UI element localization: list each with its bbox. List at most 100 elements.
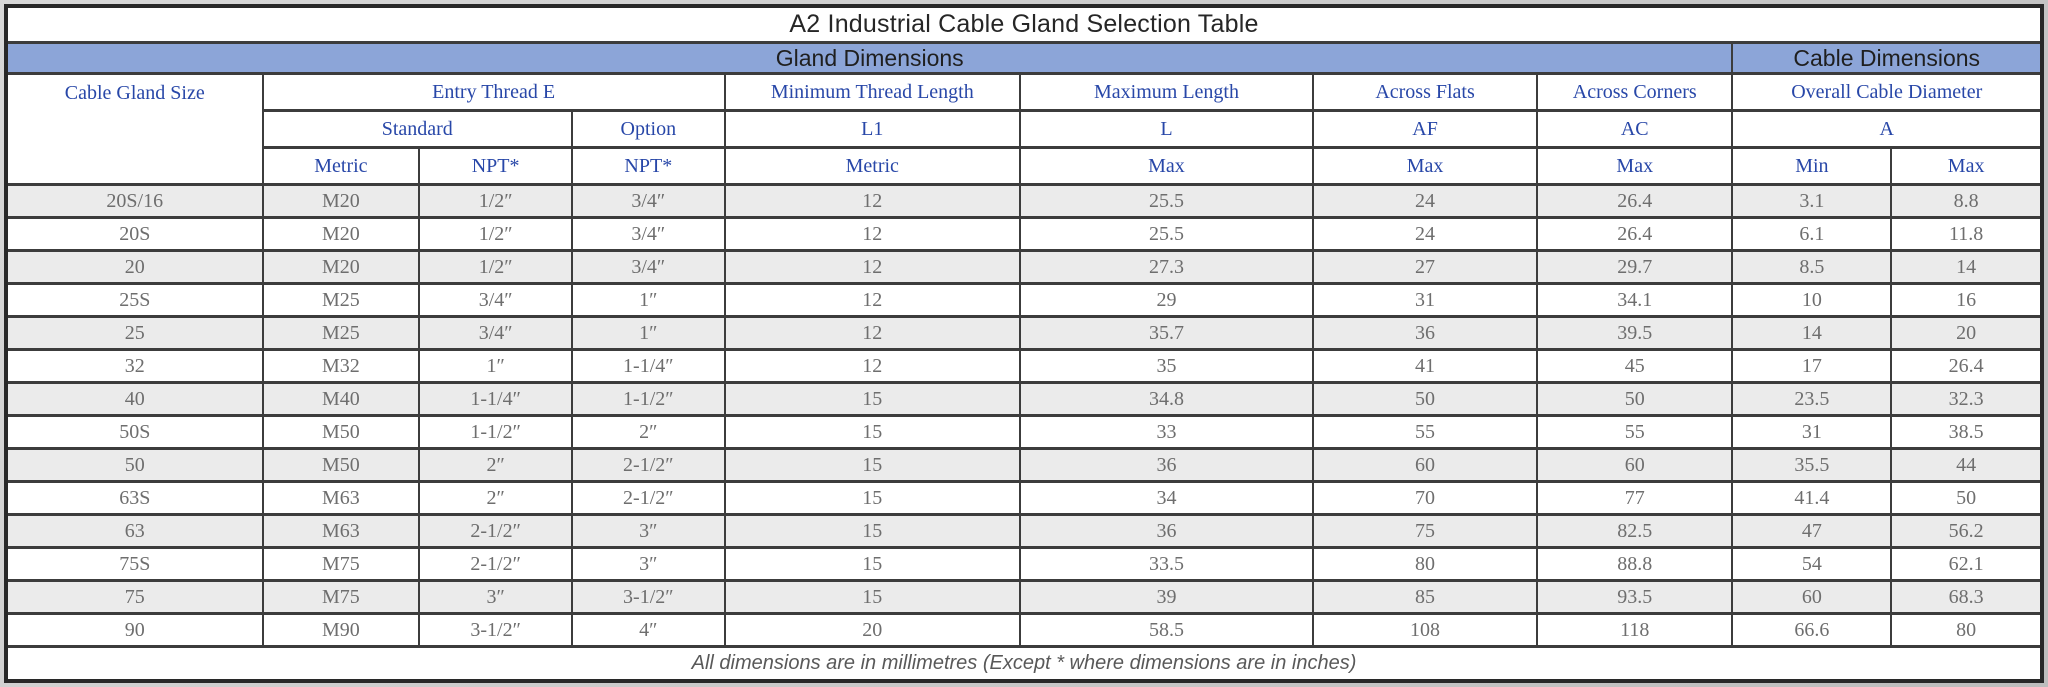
cell-af: 36 — [1312, 315, 1539, 351]
cell-metric: M75 — [261, 546, 421, 582]
cell-ac: 88.8 — [1536, 546, 1734, 582]
cell-l: 39 — [1018, 579, 1315, 615]
header-maximum-length: Maximum Length — [1018, 72, 1315, 112]
cell-a-max: 68.3 — [1890, 579, 2043, 615]
cell-l1: 15 — [723, 381, 1021, 417]
cell-af: 50 — [1312, 381, 1539, 417]
cell-a-min: 17 — [1731, 348, 1893, 384]
cell-l1: 12 — [723, 315, 1021, 351]
header-a: A — [1731, 109, 2043, 149]
table-row: 32 M32 1″ 1-1/4″ 12 35 41 45 17 26.4 — [5, 348, 2043, 384]
cell-af: 85 — [1312, 579, 1539, 615]
table-row: 40 M40 1-1/4″ 1-1/2″ 15 34.8 50 50 23.5 … — [5, 381, 2043, 417]
header-option: Option — [570, 109, 726, 149]
cell-a-min: 66.6 — [1731, 612, 1893, 648]
header-npt-std: NPT* — [418, 146, 573, 186]
header-min-a: Min — [1731, 146, 1893, 186]
table-row: 63 M63 2-1/2″ 3″ 15 36 75 82.5 47 56.2 — [5, 513, 2043, 549]
cell-npt-std: 3/4″ — [418, 282, 573, 318]
cell-metric: M63 — [261, 480, 421, 516]
header-across-corners: Across Corners — [1536, 72, 1734, 112]
header-across-flats: Across Flats — [1312, 72, 1539, 112]
cell-npt-opt: 1-1/4″ — [570, 348, 726, 384]
header-npt-option: NPT* — [570, 146, 726, 186]
cell-size: 75S — [5, 546, 264, 582]
cell-ac: 26.4 — [1536, 183, 1734, 219]
group-band-row: Gland Dimensions Cable Dimensions — [4, 41, 2043, 75]
cell-l: 27.3 — [1018, 249, 1315, 285]
cell-ac: 50 — [1536, 381, 1734, 417]
cell-a-max: 14 — [1890, 249, 2043, 285]
cell-npt-opt: 3/4″ — [570, 249, 726, 285]
footnote: All dimensions are in millimetres (Excep… — [5, 645, 2043, 683]
cell-l: 35 — [1018, 348, 1315, 384]
header-max-af: Max — [1312, 146, 1539, 186]
cell-npt-std: 1/2″ — [418, 183, 573, 219]
cell-ac: 118 — [1536, 612, 1734, 648]
cell-metric: M63 — [261, 513, 421, 549]
table-row: 50 M50 2″ 2-1/2″ 15 36 60 60 35.5 44 — [5, 447, 2043, 483]
cell-metric: M20 — [261, 249, 421, 285]
cell-npt-std: 3-1/2″ — [418, 612, 573, 648]
cell-metric: M25 — [261, 315, 421, 351]
cell-l1: 15 — [723, 414, 1021, 450]
cell-l1: 15 — [723, 480, 1021, 516]
cell-l1: 15 — [723, 579, 1021, 615]
title-row: A2 Industrial Cable Gland Selection Tabl… — [5, 4, 2043, 44]
table-row: 20 M20 1/2″ 3/4″ 12 27.3 27 29.7 8.5 14 — [5, 249, 2043, 285]
cell-ac: 55 — [1536, 414, 1734, 450]
cell-npt-opt: 3″ — [570, 513, 726, 549]
cell-a-min: 47 — [1731, 513, 1893, 549]
cell-a-max: 50 — [1890, 480, 2043, 516]
cell-l: 35.7 — [1018, 315, 1315, 351]
cell-ac: 29.7 — [1536, 249, 1734, 285]
cell-l1: 12 — [723, 216, 1021, 252]
cell-ac: 93.5 — [1536, 579, 1734, 615]
cell-size: 32 — [5, 348, 264, 384]
cell-ac: 39.5 — [1536, 315, 1734, 351]
cell-npt-opt: 3/4″ — [570, 216, 726, 252]
cell-size: 20S — [5, 216, 264, 252]
cell-a-min: 23.5 — [1731, 381, 1893, 417]
cell-npt-std: 2″ — [418, 447, 573, 483]
cell-a-min: 10 — [1731, 282, 1893, 318]
cell-a-max: 56.2 — [1890, 513, 2043, 549]
cell-l1: 12 — [723, 348, 1021, 384]
cell-a-max: 80 — [1890, 612, 2043, 648]
cell-af: 80 — [1312, 546, 1539, 582]
table-row: 50S M50 1-1/2″ 2″ 15 33 55 55 31 38.5 — [5, 414, 2043, 450]
cell-af: 55 — [1312, 414, 1539, 450]
cell-a-max: 26.4 — [1890, 348, 2043, 384]
cell-l1: 12 — [723, 282, 1021, 318]
cell-npt-std: 2-1/2″ — [418, 546, 573, 582]
table-row: 25 M25 3/4″ 1″ 12 35.7 36 39.5 14 20 — [5, 315, 2043, 351]
header-l1: L1 — [723, 109, 1021, 149]
cell-a-min: 14 — [1731, 315, 1893, 351]
cell-a-min: 6.1 — [1731, 216, 1893, 252]
cell-a-max: 20 — [1890, 315, 2043, 351]
cell-npt-std: 3″ — [418, 579, 573, 615]
cell-l: 25.5 — [1018, 216, 1315, 252]
cell-a-min: 60 — [1731, 579, 1893, 615]
header-metric-l1: Metric — [723, 146, 1021, 186]
cell-af: 108 — [1312, 612, 1539, 648]
cell-ac: 26.4 — [1536, 216, 1734, 252]
page-title: A2 Industrial Cable Gland Selection Tabl… — [5, 4, 2043, 44]
cell-ac: 60 — [1536, 447, 1734, 483]
cell-npt-std: 1″ — [418, 348, 573, 384]
cell-metric: M40 — [261, 381, 421, 417]
table-row: 75S M75 2-1/2″ 3″ 15 33.5 80 88.8 54 62.… — [5, 546, 2043, 582]
cell-metric: M20 — [261, 216, 421, 252]
cell-a-min: 3.1 — [1731, 183, 1893, 219]
cell-a-min: 8.5 — [1731, 249, 1893, 285]
cell-a-max: 62.1 — [1890, 546, 2043, 582]
cell-af: 24 — [1312, 183, 1539, 219]
cell-size: 50 — [5, 447, 264, 483]
cell-ac: 82.5 — [1536, 513, 1734, 549]
cell-l1: 15 — [723, 546, 1021, 582]
cell-size: 25 — [5, 315, 264, 351]
cell-size: 40 — [5, 381, 264, 417]
cell-a-min: 31 — [1731, 414, 1893, 450]
table-row: 90 M90 3-1/2″ 4″ 20 58.5 108 118 66.6 80 — [5, 612, 2043, 648]
